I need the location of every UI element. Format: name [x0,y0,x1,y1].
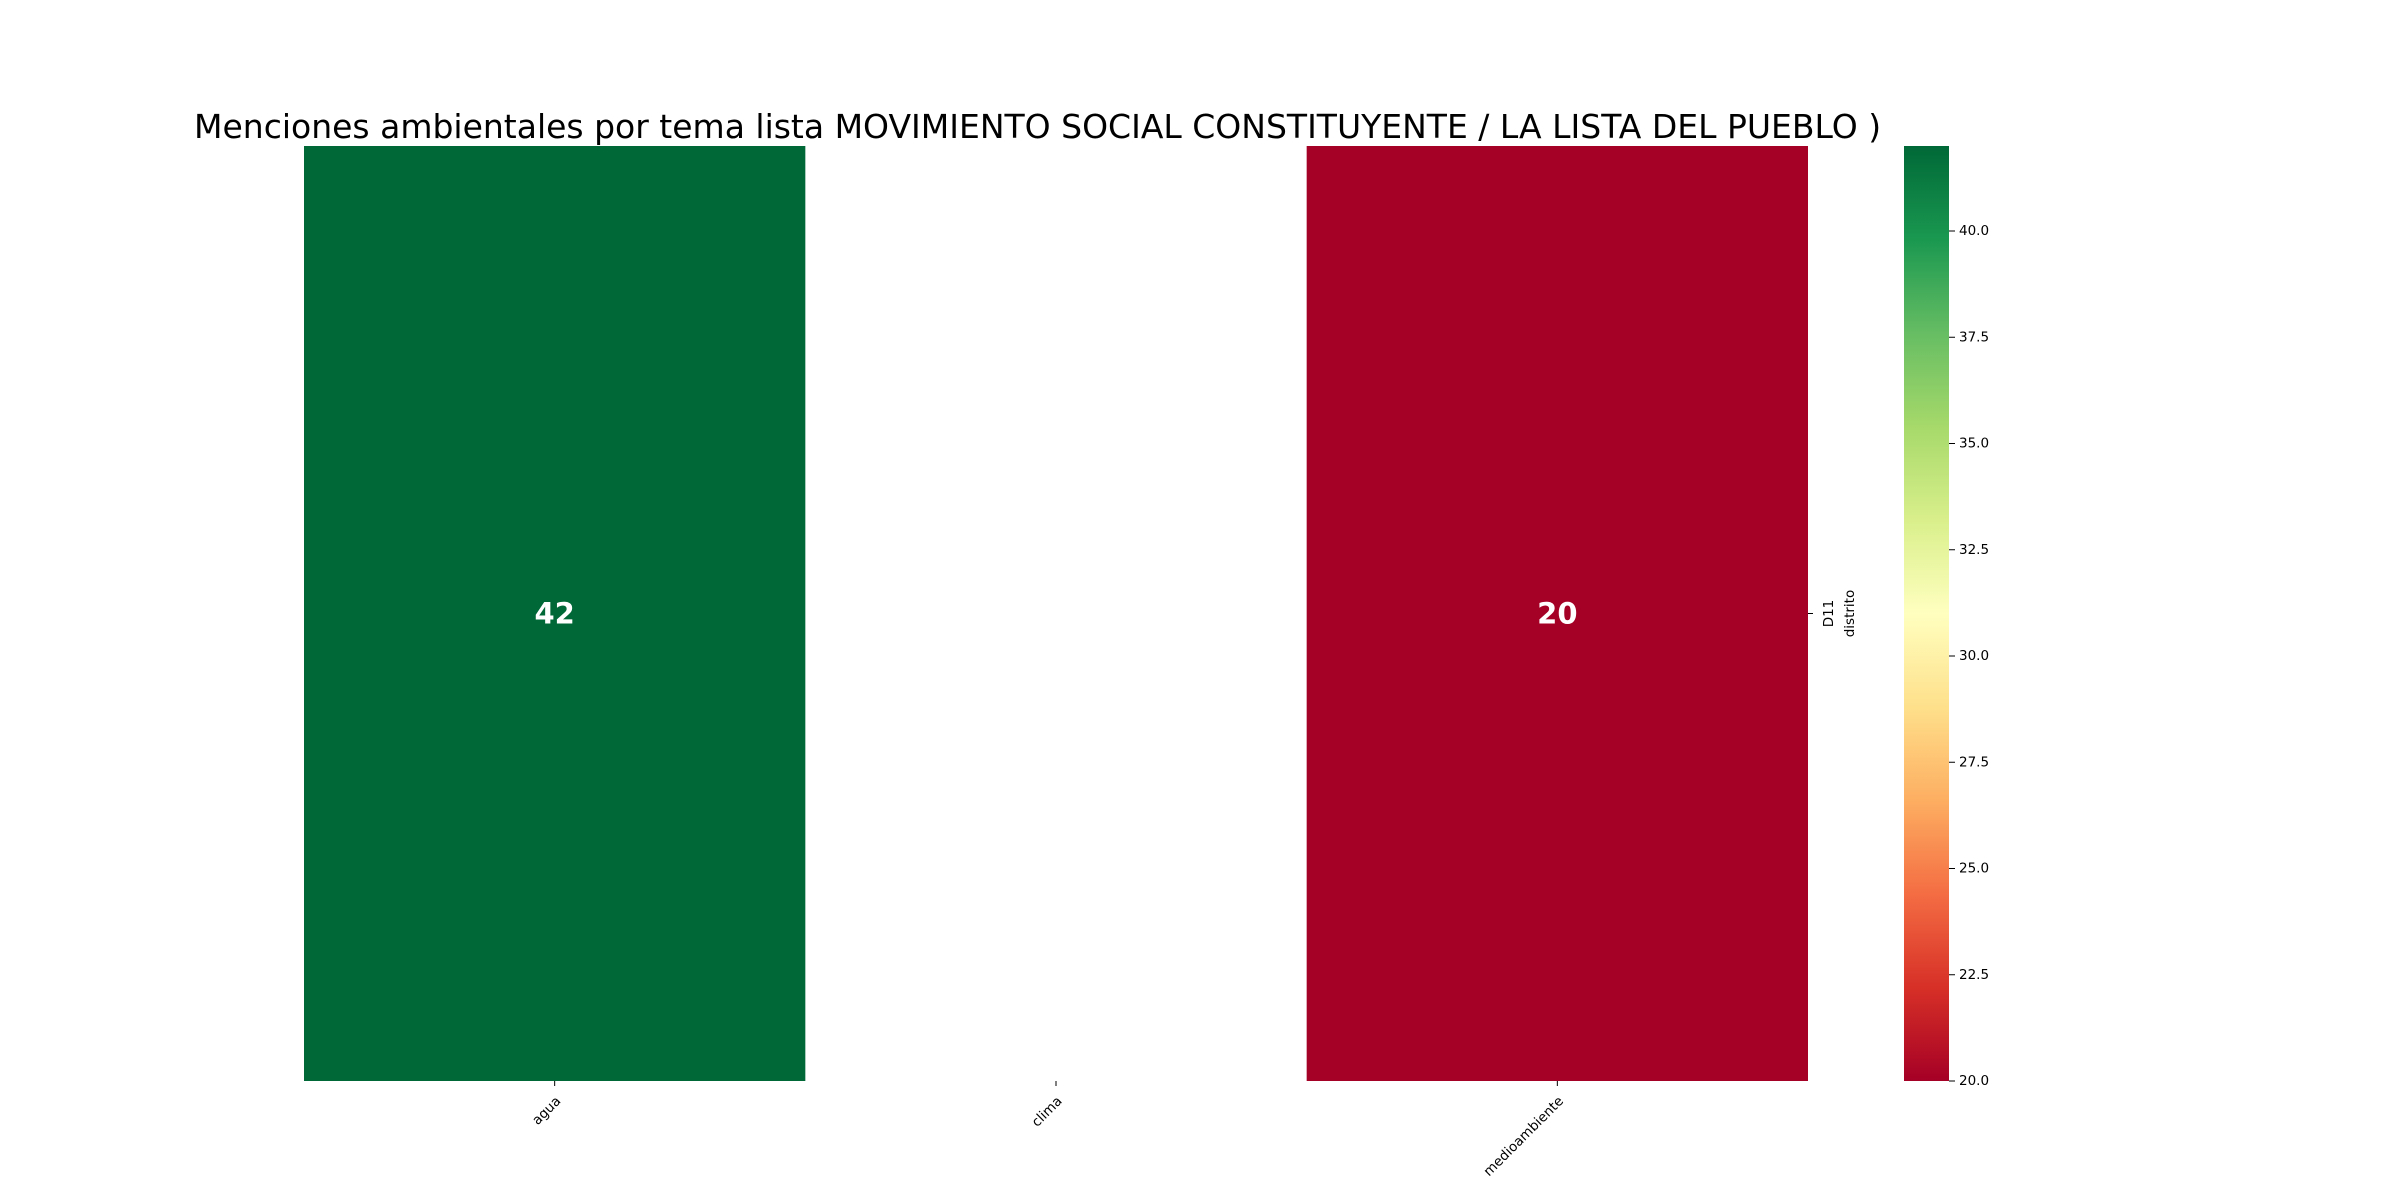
y-axis-ticks: D11 [1808,600,1837,628]
x-tick-label: clima [1029,1093,1066,1130]
colorbar-tick-label: 37.5 [1959,329,1989,345]
heatmap-cell-agua [304,146,806,1081]
colorbar-tick-label: 32.5 [1959,542,1989,558]
chart-title: Menciones ambientales por tema lista MOV… [194,107,1881,146]
colorbar-tick-label: 27.5 [1959,754,1989,770]
y-tick-label: D11 [1821,600,1837,628]
heatmap-cell-medioambiente [1306,146,1808,1081]
heatmap-cells [304,146,1808,1081]
colorbar-tick-label: 22.5 [1959,967,1989,983]
cell-value-label: 42 [534,597,574,631]
colorbar-tick-label: 40.0 [1959,223,1989,239]
colorbar-tick-label: 20.0 [1959,1073,1989,1089]
cell-value-label: 20 [1537,597,1577,631]
cell-annotations: 42 20 [534,597,1577,631]
x-tick-label: agua [529,1093,564,1128]
colorbar-tick-label: 35.0 [1959,436,1989,452]
colorbar-tick-label: 25.0 [1959,861,1989,877]
colorbar-tick-label: 30.0 [1959,648,1989,664]
y-axis-label: distrito [1842,590,1858,638]
colorbar-ticks: 20.0 22.5 25.0 27.5 30.0 32.5 35.0 37.5 40.0 [1949,223,1989,1089]
x-tick-label: medioambiente [1481,1093,1567,1179]
x-axis-ticks: agua clima medioambiente [529,1081,1567,1180]
colorbar [1904,146,1949,1081]
